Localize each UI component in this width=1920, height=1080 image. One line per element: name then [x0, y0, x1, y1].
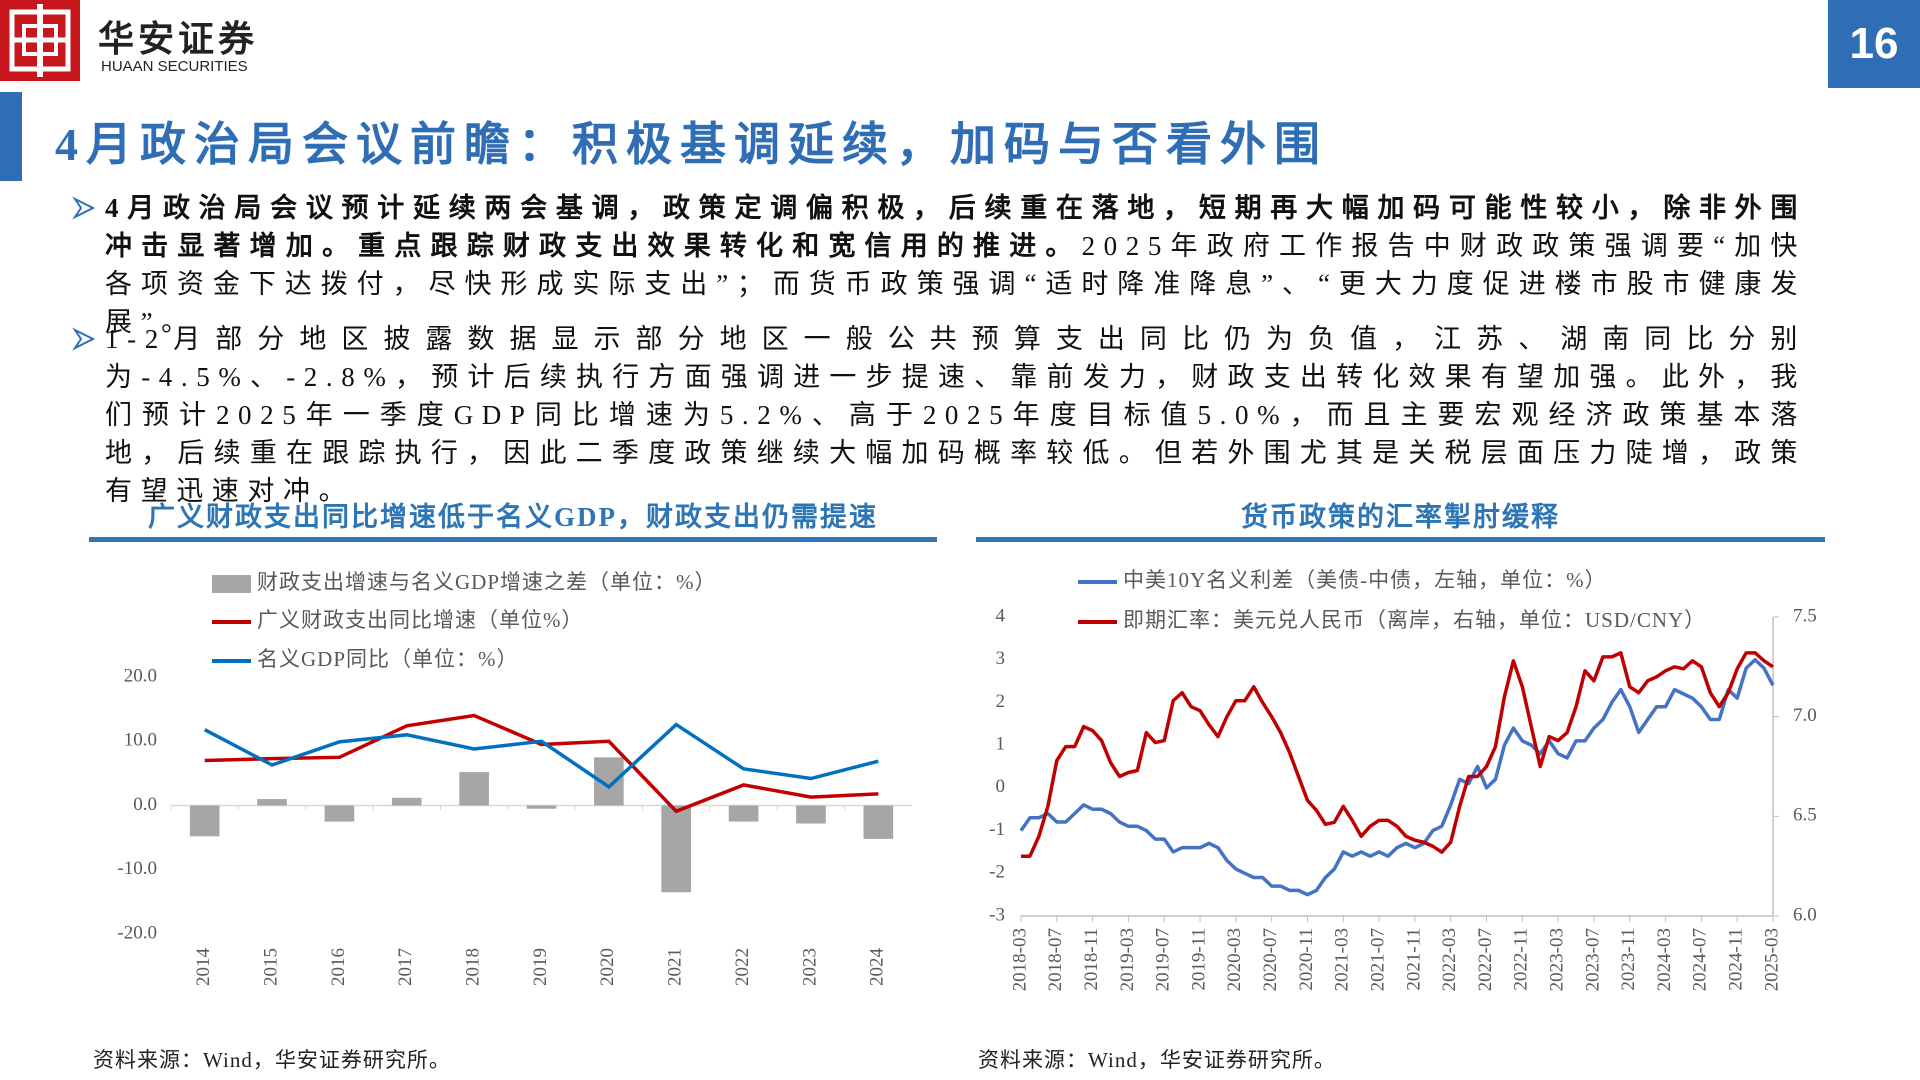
- y2-tick-label: 6.0: [1793, 904, 1817, 925]
- title-underline: [976, 537, 1825, 542]
- x-tick-label: 2019-03: [1117, 928, 1138, 991]
- x-tick-label: 2014: [193, 948, 214, 987]
- x-tick-label: 2023-07: [1582, 928, 1603, 991]
- y-tick-label: -3: [989, 904, 1005, 925]
- line: [204, 713, 879, 814]
- bar: [391, 797, 422, 806]
- x-tick-label: 2023: [799, 948, 820, 986]
- chart-title: 广义财政支出同比增速低于名义GDP，财政支出仍需提速: [148, 502, 878, 532]
- y-tick-label: 1: [996, 734, 1006, 755]
- x-tick-label: 2021-03: [1332, 928, 1353, 991]
- line: [1021, 651, 1774, 858]
- y-tick-label: -2: [989, 862, 1005, 883]
- x-tick-label: 2018: [462, 948, 483, 986]
- bullet-text: 2025年政府工作报告中财政政策强调要“加快各项资金下达拨付，尽快形成实际支出”…: [105, 231, 1807, 337]
- x-tick-label: 2018-11: [1081, 928, 1102, 991]
- bar: [661, 805, 692, 893]
- x-tick-label: 2022-07: [1475, 928, 1496, 991]
- x-tick-label: 2022-11: [1511, 928, 1532, 991]
- y2-tick-label: 6.5: [1793, 805, 1817, 826]
- bullet: 1-2月部分地区披露数据显示部分地区一般公共预算支出同比仍为负值，江苏、湖南同比…: [105, 320, 1806, 510]
- legend-swatch: [212, 575, 251, 593]
- bar: [863, 805, 894, 839]
- bar: [459, 772, 489, 806]
- x-tick-label: 2021-07: [1367, 928, 1388, 991]
- x-tick-label: 2020-07: [1260, 928, 1281, 991]
- source: 资料来源：Wind，华安证券研究所。: [978, 1048, 1336, 1072]
- bar: [526, 805, 557, 809]
- page-number: 16: [1828, 0, 1920, 88]
- brand: 华安证券: [98, 18, 259, 60]
- brand-en: HUAAN SECURITIES: [101, 58, 248, 75]
- x-tick-label: 2024-03: [1654, 928, 1675, 991]
- y-tick-label: 2: [996, 691, 1006, 712]
- x-tick-label: 2016: [328, 948, 349, 986]
- bullet-arrow: [72, 196, 96, 220]
- x-tick-label: 2019-07: [1153, 928, 1174, 991]
- x-tick-label: 2018-07: [1045, 928, 1066, 991]
- bar: [728, 805, 759, 822]
- legend-label: 广义财政支出同比增速（单位%）: [257, 608, 584, 632]
- bullet-bold: 4月政治局会议预计延续两会基调，政策定调偏积极，后续重在落地，短期再大幅加码可能…: [105, 193, 1806, 261]
- source: 资料来源：Wind，华安证券研究所。: [93, 1048, 451, 1072]
- logo: [0, 0, 80, 81]
- x-tick-label: 2019-11: [1188, 928, 1209, 991]
- bar: [796, 805, 826, 824]
- x-tick-label: 2020-11: [1296, 928, 1317, 991]
- bullet-text: 1-2月部分地区披露数据显示部分地区一般公共预算支出同比仍为负值，江苏、湖南同比…: [105, 324, 1806, 506]
- slide-title: 4月政治局会议前瞻：积极基调延续，加码与否看外围: [55, 119, 1328, 170]
- y-tick-label: 0.0: [133, 794, 157, 815]
- x-tick-label: 2025-03: [1761, 928, 1782, 991]
- x-tick-label: 2018-03: [1009, 928, 1030, 991]
- y2-tick-label: 7.5: [1793, 605, 1817, 626]
- bar: [257, 799, 287, 806]
- x-tick-label: 2015: [260, 948, 281, 986]
- bar: [189, 805, 220, 837]
- bar: [324, 805, 355, 822]
- legend-label: 中美10Y名义利差（美债-中债，左轴，单位：%）: [1123, 568, 1607, 592]
- x-tick-label: 2022: [732, 948, 753, 986]
- bullet-arrow: [72, 327, 96, 351]
- x-tick-label: 2017: [395, 948, 416, 986]
- x-tick-label: 2023-11: [1618, 928, 1639, 991]
- x-tick-label: 2024-07: [1690, 928, 1711, 991]
- title-bar: [0, 92, 22, 181]
- chart: 20.0 10.0 0.0 -10.0 -20.0 2014 2015 2016 2017 201…: [117, 570, 912, 987]
- bullet: 4月政治局会议预计延续两会基调，政策定调偏积极，后续重在落地，短期再大幅加码可能…: [105, 189, 1806, 341]
- y-tick-label: -20.0: [117, 922, 157, 943]
- y2-tick-label: 7.0: [1793, 705, 1817, 726]
- line: [1019, 657, 1775, 897]
- title-underline: [89, 537, 937, 542]
- y-tick-label: -1: [989, 819, 1005, 840]
- y-tick-label: 3: [996, 648, 1006, 669]
- y-tick-label: 10.0: [124, 730, 157, 751]
- chart: 4 3 2 1 0 -1 -2 -3 7.5 7.0 6.5 6.0 2018-03 2018-07 201…: [989, 568, 1817, 992]
- y-tick-label: 4: [996, 605, 1006, 626]
- x-tick-label: 2021: [665, 948, 686, 986]
- chart-title: 货币政策的汇率掣肘缓释: [1241, 502, 1560, 532]
- x-tick-label: 2020: [597, 948, 618, 986]
- x-tick-label: 2024-11: [1726, 928, 1747, 991]
- x-tick-label: 2019: [530, 948, 551, 986]
- y-tick-label: 20.0: [124, 665, 157, 686]
- legend-label: 即期汇率：美元兑人民币（离岸，右轴，单位：USD/CNY）: [1123, 608, 1706, 632]
- x-tick-label: 2021-11: [1403, 928, 1424, 991]
- x-tick-label: 2024: [867, 948, 888, 987]
- x-tick-label: 2023-03: [1547, 928, 1568, 991]
- x-tick-label: 2020-03: [1224, 928, 1245, 991]
- y-tick-label: 0: [996, 776, 1006, 797]
- legend-label: 财政支出增速与名义GDP增速之差（单位：%）: [257, 570, 717, 594]
- legend-label: 名义GDP同比（单位：%）: [257, 647, 519, 671]
- line: [203, 722, 879, 790]
- y-tick-label: -10.0: [117, 858, 157, 879]
- x-tick-label: 2022-03: [1439, 928, 1460, 991]
